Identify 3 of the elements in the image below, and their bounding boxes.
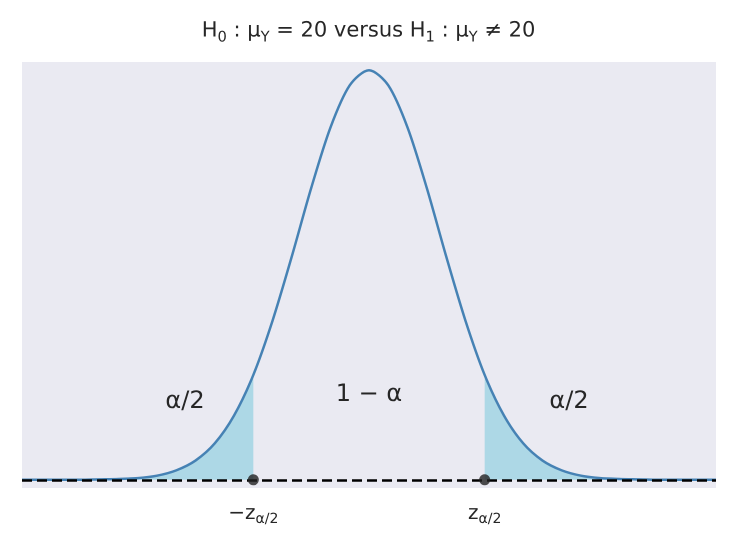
annotation: 1 − α xyxy=(336,379,402,407)
annotation: α/2 xyxy=(549,386,589,414)
annotation: α/2 xyxy=(165,386,205,414)
